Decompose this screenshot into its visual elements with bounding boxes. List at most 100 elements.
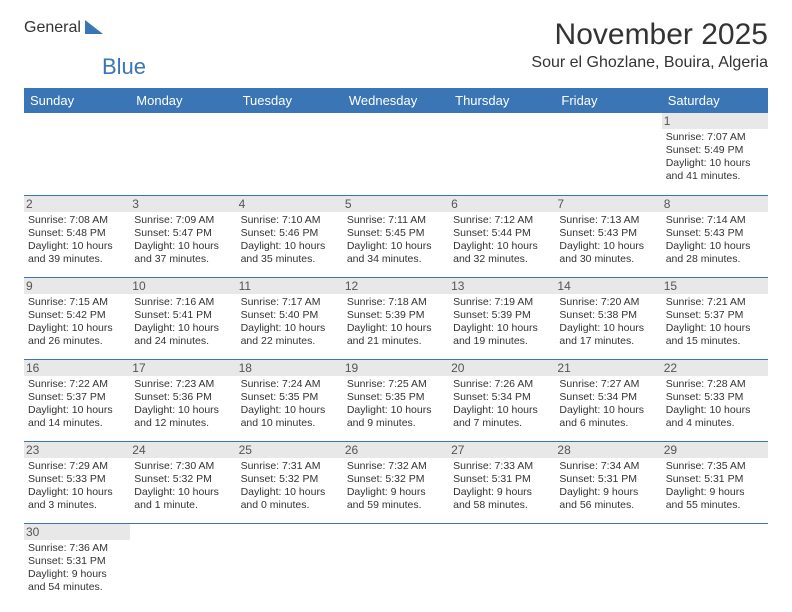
calendar-table: SundayMondayTuesdayWednesdayThursdayFrid…	[24, 88, 768, 605]
day-info: Sunrise: 7:12 AMSunset: 5:44 PMDaylight:…	[453, 214, 551, 267]
day-number: 18	[237, 360, 343, 376]
day-info: Sunrise: 7:18 AMSunset: 5:39 PMDaylight:…	[347, 296, 445, 349]
day-number: 7	[555, 196, 661, 212]
calendar-day: 14 Sunrise: 7:20 AMSunset: 5:38 PMDayligh…	[555, 277, 661, 359]
day-number: 28	[555, 442, 661, 458]
calendar-day: 5Sunrise: 7:11 AMSunset: 5:45 PMDaylight…	[343, 195, 449, 277]
day-info: Sunrise: 7:16 AMSunset: 5:41 PMDaylight:…	[134, 296, 232, 349]
calendar-day: 17 Sunrise: 7:23 AMSunset: 5:36 PMDayligh…	[130, 359, 236, 441]
calendar-day: 3 Sunrise: 7:09 AMSunset: 5:47 PMDaylight…	[130, 195, 236, 277]
day-number: 15	[662, 278, 768, 294]
day-number: 11	[237, 278, 343, 294]
day-number: 14	[555, 278, 661, 294]
day-info: Sunrise: 7:36 AMSunset: 5:31 PMDaylight:…	[28, 542, 126, 595]
day-number: 10	[130, 278, 236, 294]
calendar-empty	[555, 113, 661, 195]
day-header: Monday	[130, 88, 236, 113]
calendar-day: 28Sunrise: 7:34 AMSunset: 5:31 PMDayligh…	[555, 441, 661, 523]
day-number: 3	[130, 196, 236, 212]
day-number: 2	[24, 196, 130, 212]
day-info: Sunrise: 7:13 AMSunset: 5:43 PMDaylight:…	[559, 214, 657, 267]
day-number: 8	[662, 196, 768, 212]
calendar-empty	[130, 113, 236, 195]
day-number: 5	[343, 196, 449, 212]
day-info: Sunrise: 7:20 AMSunset: 5:38 PMDaylight:…	[559, 296, 657, 349]
day-number: 26	[343, 442, 449, 458]
day-number: 29	[662, 442, 768, 458]
logo-blue: Blue	[102, 54, 146, 79]
day-info: Sunrise: 7:17 AMSunset: 5:40 PMDaylight:…	[241, 296, 339, 349]
day-info: Sunrise: 7:30 AMSunset: 5:32 PMDaylight:…	[134, 460, 232, 513]
day-info: Sunrise: 7:33 AMSunset: 5:31 PMDaylight:…	[453, 460, 551, 513]
calendar-day: 11 Sunrise: 7:17 AMSunset: 5:40 PMDayligh…	[237, 277, 343, 359]
calendar-day: 15 Sunrise: 7:21 AMSunset: 5:37 PMDayligh…	[662, 277, 768, 359]
calendar-week: 23Sunrise: 7:29 AMSunset: 5:33 PMDayligh…	[24, 441, 768, 523]
calendar-day: 18Sunrise: 7:24 AMSunset: 5:35 PMDayligh…	[237, 359, 343, 441]
day-info: Sunrise: 7:28 AMSunset: 5:33 PMDaylight:…	[666, 378, 764, 431]
day-number: 22	[662, 360, 768, 376]
calendar-empty	[555, 523, 661, 605]
calendar-empty	[449, 523, 555, 605]
calendar-day: 26 Sunrise: 7:32 AMSunset: 5:32 PMDayligh…	[343, 441, 449, 523]
calendar-day: 9 Sunrise: 7:15 AMSunset: 5:42 PMDaylight…	[24, 277, 130, 359]
day-number: 19	[343, 360, 449, 376]
day-info: Sunrise: 7:15 AMSunset: 5:42 PMDaylight:…	[28, 296, 126, 349]
logo: General	[24, 18, 105, 37]
calendar-day: 8 Sunrise: 7:14 AMSunset: 5:43 PMDaylight…	[662, 195, 768, 277]
calendar-week: 2 Sunrise: 7:08 AMSunset: 5:48 PMDaylight…	[24, 195, 768, 277]
day-header-row: SundayMondayTuesdayWednesdayThursdayFrid…	[24, 88, 768, 113]
calendar-empty	[237, 523, 343, 605]
calendar-day: 2 Sunrise: 7:08 AMSunset: 5:48 PMDaylight…	[24, 195, 130, 277]
logo-sail-icon	[85, 20, 103, 34]
calendar-day: 19 Sunrise: 7:25 AMSunset: 5:35 PMDayligh…	[343, 359, 449, 441]
day-number: 25	[237, 442, 343, 458]
day-info: Sunrise: 7:35 AMSunset: 5:31 PMDaylight:…	[666, 460, 764, 513]
calendar-empty	[449, 113, 555, 195]
day-number: 21	[555, 360, 661, 376]
calendar-day: 23Sunrise: 7:29 AMSunset: 5:33 PMDayligh…	[24, 441, 130, 523]
day-header: Wednesday	[343, 88, 449, 113]
calendar-day: 12 Sunrise: 7:18 AMSunset: 5:39 PMDayligh…	[343, 277, 449, 359]
day-info: Sunrise: 7:10 AMSunset: 5:46 PMDaylight:…	[241, 214, 339, 267]
calendar-day: 1Sunrise: 7:07 AMSunset: 5:49 PMDaylight…	[662, 113, 768, 195]
calendar-day: 29 Sunrise: 7:35 AMSunset: 5:31 PMDayligh…	[662, 441, 768, 523]
day-header: Friday	[555, 88, 661, 113]
calendar-day: 10 Sunrise: 7:16 AMSunset: 5:41 PMDayligh…	[130, 277, 236, 359]
day-number: 16	[24, 360, 130, 376]
day-info: Sunrise: 7:09 AMSunset: 5:47 PMDaylight:…	[134, 214, 232, 267]
day-number: 20	[449, 360, 555, 376]
day-number: 13	[449, 278, 555, 294]
day-info: Sunrise: 7:25 AMSunset: 5:35 PMDaylight:…	[347, 378, 445, 431]
calendar-day: 16 Sunrise: 7:22 AMSunset: 5:37 PMDayligh…	[24, 359, 130, 441]
day-info: Sunrise: 7:23 AMSunset: 5:36 PMDaylight:…	[134, 378, 232, 431]
day-number: 4	[237, 196, 343, 212]
calendar-week: 16 Sunrise: 7:22 AMSunset: 5:37 PMDayligh…	[24, 359, 768, 441]
day-header: Sunday	[24, 88, 130, 113]
day-number: 27	[449, 442, 555, 458]
day-header: Saturday	[662, 88, 768, 113]
day-number: 12	[343, 278, 449, 294]
calendar-day: 21Sunrise: 7:27 AMSunset: 5:34 PMDayligh…	[555, 359, 661, 441]
calendar-day: 25 Sunrise: 7:31 AMSunset: 5:32 PMDayligh…	[237, 441, 343, 523]
day-info: Sunrise: 7:08 AMSunset: 5:48 PMDaylight:…	[28, 214, 126, 267]
day-info: Sunrise: 7:14 AMSunset: 5:43 PMDaylight:…	[666, 214, 764, 267]
calendar-day: 4 Sunrise: 7:10 AMSunset: 5:46 PMDaylight…	[237, 195, 343, 277]
day-number: 9	[24, 278, 130, 294]
day-info: Sunrise: 7:32 AMSunset: 5:32 PMDaylight:…	[347, 460, 445, 513]
calendar-empty	[662, 523, 768, 605]
logo-general: General	[24, 19, 81, 37]
calendar-day: 27 Sunrise: 7:33 AMSunset: 5:31 PMDayligh…	[449, 441, 555, 523]
page-title: November 2025	[531, 18, 768, 52]
day-info: Sunrise: 7:29 AMSunset: 5:33 PMDaylight:…	[28, 460, 126, 513]
calendar-day: 24 Sunrise: 7:30 AMSunset: 5:32 PMDayligh…	[130, 441, 236, 523]
day-info: Sunrise: 7:22 AMSunset: 5:37 PMDaylight:…	[28, 378, 126, 431]
day-info: Sunrise: 7:31 AMSunset: 5:32 PMDaylight:…	[241, 460, 339, 513]
day-number: 24	[130, 442, 236, 458]
calendar-day: 22 Sunrise: 7:28 AMSunset: 5:33 PMDayligh…	[662, 359, 768, 441]
calendar-empty	[130, 523, 236, 605]
day-info: Sunrise: 7:19 AMSunset: 5:39 PMDaylight:…	[453, 296, 551, 349]
day-info: Sunrise: 7:21 AMSunset: 5:37 PMDaylight:…	[666, 296, 764, 349]
day-number: 30	[24, 524, 130, 540]
calendar-week: 9 Sunrise: 7:15 AMSunset: 5:42 PMDaylight…	[24, 277, 768, 359]
day-number: 17	[130, 360, 236, 376]
